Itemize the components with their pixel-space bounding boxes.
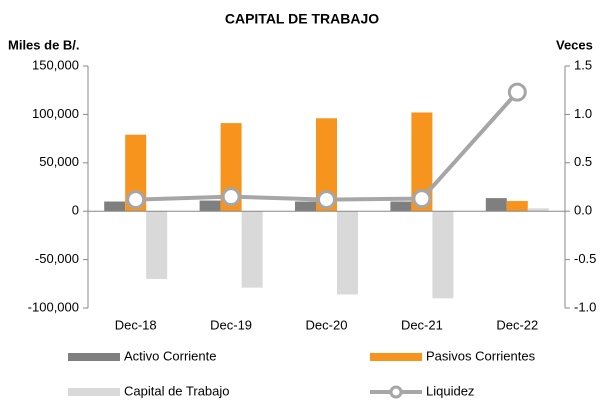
y-tick-label: -100,000 (28, 299, 79, 314)
marker (126, 190, 146, 210)
x-tick-label: Dec-22 (496, 317, 538, 332)
y-tick-label: -50,000 (35, 251, 79, 266)
bar (241, 211, 263, 288)
legend-label: Activo Corriente (124, 348, 216, 363)
legend-label: Pasivos Corrientes (426, 348, 536, 363)
y2-tick-label: 0.0 (574, 203, 592, 218)
bar (337, 211, 358, 295)
chart-title: CAPITAL DE TRABAJO (225, 11, 379, 27)
x-tick-label: Dec-18 (115, 317, 157, 332)
y2-tick-label: 1.0 (574, 106, 592, 121)
legend-swatch (68, 353, 120, 361)
bar (104, 201, 126, 212)
bar (432, 211, 454, 299)
x-tick-label: Dec-20 (306, 317, 348, 332)
bar (506, 201, 528, 212)
bar (411, 112, 433, 212)
y2-tick-label: -1.0 (574, 299, 596, 314)
marker (221, 187, 241, 207)
y2-tick-label: -0.5 (574, 251, 596, 266)
y2-axis-title: Veces (556, 37, 593, 52)
y2-tick-label: 0.5 (574, 154, 592, 169)
bar (146, 211, 168, 279)
x-tick-label: Dec-19 (210, 317, 252, 332)
y-tick-label: 0 (72, 203, 79, 218)
x-tick-label: Dec-21 (401, 317, 443, 332)
bar (527, 208, 549, 212)
legend-swatch (370, 353, 422, 361)
bar (485, 198, 507, 212)
bar (199, 200, 221, 212)
legend-swatch (389, 385, 403, 399)
legend-swatch (68, 388, 120, 396)
bar (295, 201, 316, 212)
y2-tick-label: 1.5 (574, 57, 592, 72)
y-tick-label: 100,000 (32, 106, 79, 121)
bar (390, 201, 412, 212)
bar (316, 118, 337, 212)
y-axis-title: Miles de B/. (8, 37, 80, 52)
marker (412, 189, 432, 209)
legend-label: Liquidez (426, 383, 474, 398)
y-tick-label: 50,000 (39, 154, 79, 169)
marker (507, 82, 527, 102)
marker (317, 190, 336, 210)
y-tick-label: 150,000 (32, 57, 79, 72)
legend-label: Capital de Trabajo (124, 383, 230, 398)
